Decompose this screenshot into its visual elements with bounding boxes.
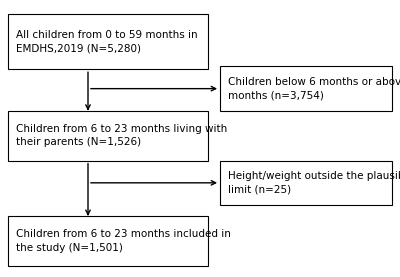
Text: Children from 6 to 23 months included in
the study (N=1,501): Children from 6 to 23 months included in… (16, 229, 231, 253)
Text: Children below 6 months or above 23
months (n=3,754): Children below 6 months or above 23 mont… (228, 77, 400, 100)
FancyBboxPatch shape (220, 66, 392, 111)
Text: Children from 6 to 23 months living with
their parents (N=1,526): Children from 6 to 23 months living with… (16, 124, 227, 147)
FancyBboxPatch shape (8, 14, 208, 69)
FancyBboxPatch shape (8, 216, 208, 266)
FancyBboxPatch shape (8, 111, 208, 161)
FancyBboxPatch shape (220, 161, 392, 205)
Text: Height/weight outside the plausible
limit (n=25): Height/weight outside the plausible limi… (228, 171, 400, 194)
Text: All children from 0 to 59 months in
EMDHS,2019 (N=5,280): All children from 0 to 59 months in EMDH… (16, 30, 198, 53)
